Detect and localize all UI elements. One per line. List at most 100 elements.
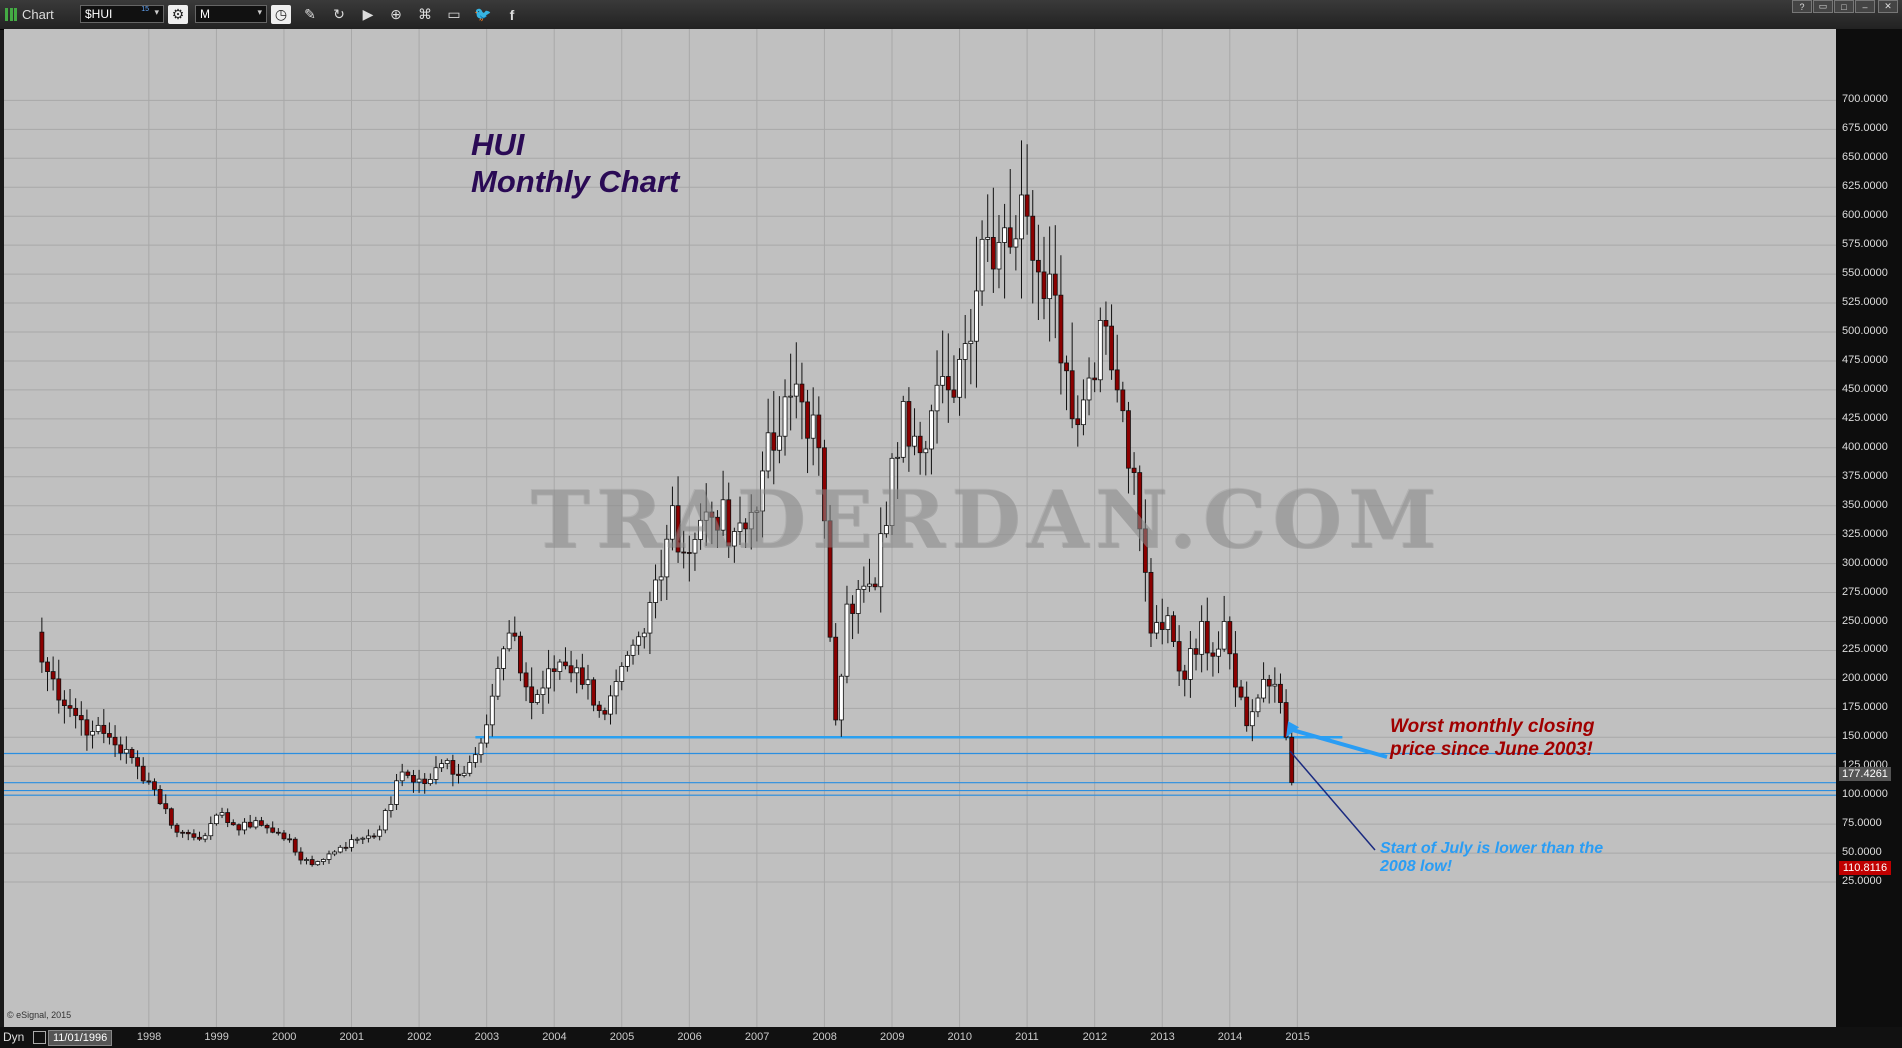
y-tick-label: 325.0000 xyxy=(1842,527,1888,540)
candle-up xyxy=(461,772,467,776)
candle-up xyxy=(703,511,709,521)
close-button[interactable]: ✕ xyxy=(1878,0,1898,13)
candle-down xyxy=(1142,528,1148,573)
candle-up xyxy=(630,644,636,656)
chevron-down-icon[interactable]: ▾ xyxy=(257,7,262,17)
candle-down xyxy=(1238,686,1244,698)
candle-down xyxy=(450,760,456,775)
candle-down xyxy=(1109,325,1114,371)
candle-down xyxy=(917,435,923,454)
x-tick-label: 2009 xyxy=(880,1031,905,1043)
candle-down xyxy=(152,781,157,790)
facebook-icon[interactable]: f xyxy=(509,6,515,23)
candle-up xyxy=(123,748,129,754)
candle-down xyxy=(225,812,231,823)
scroll-toggle-button[interactable] xyxy=(33,1031,46,1044)
candle-up xyxy=(731,531,737,547)
y-tick-label: 575.0000 xyxy=(1842,238,1888,251)
candle-down xyxy=(568,665,574,674)
play-icon[interactable]: ▶ xyxy=(362,6,374,22)
candle-up xyxy=(765,432,771,472)
restore-small-button[interactable]: ▭ xyxy=(1813,0,1833,13)
candle-down xyxy=(292,838,298,853)
candle-up xyxy=(912,435,917,447)
candle-down xyxy=(129,748,135,759)
candle-down xyxy=(163,803,169,810)
comment-icon[interactable]: ▭ xyxy=(447,6,461,22)
help-button[interactable]: ? xyxy=(1792,0,1812,13)
annotation-worst-close-line2: price since June 2003! xyxy=(1390,739,1593,760)
candle-down xyxy=(1233,653,1238,688)
grid xyxy=(4,29,1836,1027)
candle-down xyxy=(579,667,585,685)
candle-down xyxy=(1193,648,1199,655)
candle-up xyxy=(979,238,985,292)
candle-up xyxy=(253,820,259,828)
candle-down xyxy=(1131,467,1137,473)
settings-icon[interactable]: ⚙ xyxy=(168,5,188,24)
symbol-input[interactable]: $HUI 15 ▾ xyxy=(80,5,164,23)
candle-up xyxy=(720,499,726,531)
candle-up xyxy=(782,396,788,437)
annotation-july-line1: Start of July is lower than the xyxy=(1380,840,1604,857)
refresh-icon[interactable]: ↻ xyxy=(333,6,345,22)
candle-up xyxy=(326,853,332,860)
candle-down xyxy=(675,505,681,553)
candle-up xyxy=(608,695,613,715)
candle-down xyxy=(850,603,855,614)
last-price-tag: 110.8116 xyxy=(1839,861,1891,875)
candle-up xyxy=(1086,377,1092,401)
candle-up xyxy=(495,668,501,697)
float-button[interactable]: □ xyxy=(1834,0,1854,13)
y-tick-label: 275.0000 xyxy=(1842,585,1888,598)
copyright: © eSignal, 2015 xyxy=(7,1010,72,1020)
candle-down xyxy=(56,678,62,701)
candle-down xyxy=(1176,641,1182,672)
candle-up xyxy=(472,754,478,763)
candle-up xyxy=(90,731,95,736)
candle-down xyxy=(1058,294,1064,364)
y-tick-label: 375.0000 xyxy=(1842,469,1888,482)
start-date[interactable]: 11/01/1996 xyxy=(48,1030,113,1046)
candle-up xyxy=(1255,697,1261,713)
x-tick-label: 2004 xyxy=(542,1031,567,1043)
candle-up xyxy=(382,810,388,831)
candle-down xyxy=(275,831,281,834)
interval-select[interactable]: M ▾ xyxy=(195,5,267,23)
twitter-icon[interactable]: 🐦 xyxy=(474,6,492,22)
candle-down xyxy=(84,719,90,736)
candle-down xyxy=(281,832,287,840)
candle-down xyxy=(287,838,292,841)
candle-down xyxy=(1227,621,1233,655)
candle-up xyxy=(692,539,698,554)
candle-down xyxy=(456,773,461,776)
candle-down xyxy=(140,765,146,782)
clock-icon[interactable]: ◷ xyxy=(271,5,291,24)
arrowhead-worst-close xyxy=(1286,721,1300,738)
zoom-icon[interactable]: ⊕ xyxy=(390,6,402,22)
candle-down xyxy=(1244,696,1250,727)
toolbar: Chart $HUI 15 ▾ ⚙ M ▾ ◷ ✎ ↻ ▶ ⊕ ⌘ ▭ 🐦 f … xyxy=(0,0,1902,30)
candle-up xyxy=(895,456,901,459)
candle-up xyxy=(1261,679,1266,699)
minimize-button[interactable]: – xyxy=(1855,0,1875,13)
candle-down xyxy=(112,736,118,746)
candle-down xyxy=(1075,418,1081,426)
candle-up xyxy=(427,779,433,785)
candle-down xyxy=(101,724,107,734)
candle-up xyxy=(304,859,309,861)
candle-up xyxy=(940,376,946,386)
candle-up xyxy=(360,837,366,840)
candle-up xyxy=(1019,194,1024,240)
candle-down xyxy=(168,808,174,826)
candle-up xyxy=(1187,648,1193,680)
candle-up xyxy=(855,588,861,614)
candle-up xyxy=(636,636,642,646)
pencil-icon[interactable]: ✎ xyxy=(304,6,316,22)
candle-down xyxy=(73,707,79,716)
candle-down xyxy=(191,833,197,838)
link-icon[interactable]: ⌘ xyxy=(418,6,432,22)
candle-down xyxy=(50,671,56,680)
chevron-down-icon[interactable]: ▾ xyxy=(154,7,159,17)
arrow-worst-close xyxy=(1289,727,1388,759)
